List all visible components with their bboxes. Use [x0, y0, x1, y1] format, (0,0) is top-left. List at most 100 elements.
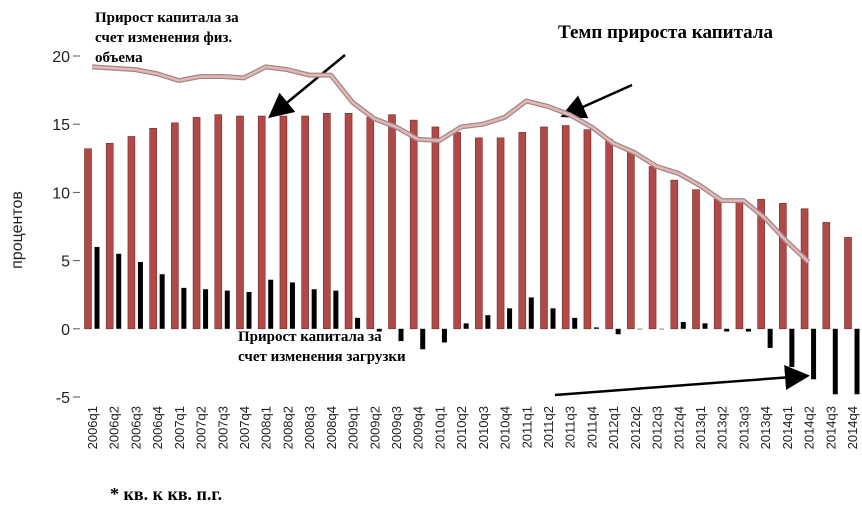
bar: [366, 117, 375, 330]
bar: [127, 136, 136, 330]
bar: [323, 112, 331, 330]
bar: [475, 137, 483, 330]
bar: [670, 179, 679, 330]
annotation: Прирост капитала за: [238, 329, 382, 345]
bar: [680, 321, 686, 329]
bar: [376, 328, 382, 332]
arrow: [560, 83, 633, 119]
x-tick-label: 2008q4: [324, 406, 339, 449]
bar: [453, 132, 461, 330]
x-tick-label: 2014q3: [823, 406, 838, 449]
x-tick-label: 2008q2: [280, 406, 295, 449]
x-tick-label: 2006q2: [107, 406, 122, 449]
x-tick-label: 2007q3: [215, 406, 230, 449]
x-tick-label: 2011q3: [563, 406, 578, 448]
x-tick-label: 2012q2: [628, 406, 643, 449]
bar: [94, 246, 100, 329]
bar: [724, 328, 730, 332]
bar: [236, 115, 244, 330]
x-tick-label: 2010q3: [476, 406, 491, 449]
bar: [627, 152, 635, 330]
bar: [409, 119, 418, 330]
bar: [528, 297, 534, 329]
x-tick-label: 2013q2: [715, 406, 730, 449]
x-tick-label: 2013q3: [736, 406, 751, 449]
bar: [779, 203, 787, 330]
x-tick-label: 2009q3: [389, 406, 404, 449]
bar: [224, 290, 230, 329]
bar: [605, 138, 613, 330]
x-tick-label: 2012q3: [650, 406, 665, 449]
bar: [767, 328, 773, 348]
y-tick-label: 10: [52, 185, 70, 202]
bar: [648, 166, 657, 330]
x-tick-label: 2012q4: [671, 406, 686, 449]
bar: [192, 117, 201, 330]
bar: [507, 308, 513, 329]
bar: [593, 327, 599, 329]
x-tick-label: 2014q1: [780, 406, 795, 449]
x-tick-label: 2011q2: [541, 406, 556, 448]
bar: [84, 148, 92, 330]
bar: [355, 317, 361, 329]
y-tick-label: 20: [52, 49, 70, 66]
bar: [203, 289, 209, 329]
bar: [583, 129, 592, 330]
annotation: счет изменения загрузки: [238, 349, 406, 365]
arrow: [268, 54, 346, 119]
y-axis-label: процентов: [9, 191, 26, 269]
x-tick-label: 2013q1: [693, 406, 708, 449]
x-tick-label: 2006q3: [128, 406, 143, 449]
x-tick-label: 2008q3: [302, 406, 317, 449]
y-tick-label: 5: [61, 254, 70, 271]
annotation: Прирост капитала за: [95, 10, 239, 26]
annotation: счет изменения физ.: [95, 30, 232, 46]
bar: [159, 274, 165, 329]
x-tick-label: 2011q1: [519, 406, 534, 448]
x-tick-label: 2009q4: [411, 406, 426, 449]
footnote: * кв. к кв. п.г.: [110, 484, 222, 504]
bar: [637, 328, 643, 330]
bar: [822, 222, 831, 330]
bar: [214, 114, 223, 330]
x-tick-label: 2014q2: [802, 406, 817, 449]
x-tick-label: 2007q4: [237, 406, 252, 449]
y-tick-label: 0: [61, 322, 70, 339]
bar: [137, 261, 143, 329]
x-tick-label: 2012q1: [606, 406, 621, 449]
bar: [344, 112, 353, 330]
bar: [268, 279, 274, 329]
annotation: Темп прироста капитала: [558, 22, 773, 43]
bar: [485, 315, 491, 329]
x-tick-label: 2008q1: [259, 406, 274, 449]
bar: [789, 328, 795, 367]
arrow: [554, 365, 810, 397]
bar: [441, 328, 447, 343]
x-tick-label: 2006q4: [150, 406, 165, 449]
bar: [745, 328, 751, 332]
line: [91, 65, 810, 263]
bar: [301, 115, 309, 330]
bar: [171, 122, 179, 330]
annotation: объема: [95, 50, 143, 66]
bar: [420, 328, 426, 350]
bar: [518, 132, 527, 330]
bar: [572, 317, 578, 329]
bar: [811, 328, 817, 380]
bar: [333, 290, 339, 329]
bar: [149, 127, 157, 330]
x-tick-label: 2010q1: [432, 406, 447, 449]
x-tick-label: 2006q1: [85, 406, 100, 449]
bar: [181, 287, 187, 329]
bar: [854, 328, 860, 395]
bar: [257, 115, 266, 330]
x-tick-label: 2009q1: [346, 406, 361, 449]
bar: [757, 198, 765, 330]
x-tick-label: 2007q2: [194, 406, 209, 449]
bar: [388, 114, 396, 330]
y-tick-label: -5: [56, 390, 70, 407]
bar: [496, 137, 505, 330]
y-tick-label: 15: [52, 117, 70, 134]
x-tick-label: 2013q4: [758, 406, 773, 449]
